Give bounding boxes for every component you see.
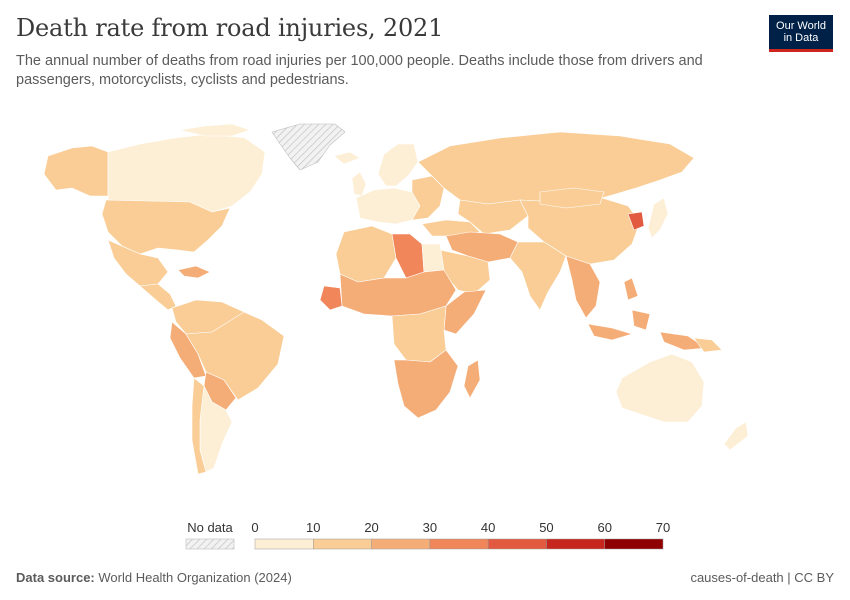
region-canada[interactable] xyxy=(107,133,266,213)
region-central-asia[interactable] xyxy=(457,199,529,235)
region-indonesia-east[interactable] xyxy=(631,309,707,351)
region-canada-islands[interactable] xyxy=(179,123,251,137)
region-west-africa[interactable] xyxy=(319,285,343,311)
legend-tick-label: 20 xyxy=(364,520,378,535)
region-greenland[interactable] xyxy=(271,123,346,171)
region-north-africa-west[interactable] xyxy=(335,225,397,283)
legend-no-data-swatch xyxy=(185,538,235,550)
region-caribbean[interactable] xyxy=(177,265,211,279)
region-new-zealand[interactable] xyxy=(723,421,749,451)
region-papua-new-guinea[interactable] xyxy=(693,337,723,353)
region-southeast-asia[interactable] xyxy=(565,255,601,319)
region-usa[interactable] xyxy=(101,199,231,255)
legend-bin[interactable] xyxy=(487,538,547,550)
legend-bin[interactable] xyxy=(313,538,372,550)
chart-title: Death rate from road injuries, 2021 xyxy=(16,14,444,42)
color-legend: No data 0 10 20 30 40 50 60 70 xyxy=(185,520,670,550)
region-philippines[interactable] xyxy=(623,277,639,301)
world-map[interactable] xyxy=(0,110,850,510)
region-western-europe[interactable] xyxy=(355,187,421,225)
legend-bin[interactable] xyxy=(254,538,314,550)
footer-license[interactable]: causes-of-death | CC BY xyxy=(690,570,834,585)
region-sahel[interactable] xyxy=(339,269,457,317)
legend-tick-label: 0 xyxy=(251,520,258,535)
region-libya[interactable] xyxy=(391,233,425,279)
region-russia[interactable] xyxy=(417,131,695,205)
legend-no-data-label: No data xyxy=(187,520,233,535)
logo-line-1: Our World xyxy=(776,20,826,32)
chart-subtitle: The annual number of deaths from road in… xyxy=(16,53,703,88)
region-iceland[interactable] xyxy=(333,151,361,165)
region-north-korea[interactable] xyxy=(627,211,645,231)
legend-tick-label: 70 xyxy=(656,520,670,535)
owid-logo[interactable]: Our World in Data xyxy=(769,15,833,52)
legend-bin[interactable] xyxy=(604,538,664,550)
region-japan[interactable] xyxy=(647,197,669,239)
region-southern-africa[interactable] xyxy=(393,349,459,419)
region-alaska[interactable] xyxy=(43,145,109,197)
data-source-value: World Health Organization (2024) xyxy=(98,570,292,585)
region-chile[interactable] xyxy=(191,377,207,475)
logo-line-2: in Data xyxy=(783,32,819,44)
legend-tick-label: 40 xyxy=(481,520,495,535)
data-source-label: Data source: xyxy=(16,570,95,585)
legend-bin[interactable] xyxy=(371,538,431,550)
legend-tick-label: 10 xyxy=(306,520,320,535)
legend-tick-label: 50 xyxy=(539,520,553,535)
region-mongolia[interactable] xyxy=(539,187,605,209)
region-uk[interactable] xyxy=(351,171,367,197)
region-turkey[interactable] xyxy=(421,219,481,237)
region-brazil[interactable] xyxy=(185,311,285,401)
data-source: Data source: World Health Organization (… xyxy=(16,570,292,585)
legend-bin[interactable] xyxy=(429,538,489,550)
legend-bin[interactable] xyxy=(546,538,605,550)
region-india[interactable] xyxy=(509,241,567,311)
region-central-america[interactable] xyxy=(139,283,177,311)
region-australia[interactable] xyxy=(615,353,705,423)
region-indonesia[interactable] xyxy=(587,323,633,341)
legend-tick-label: 60 xyxy=(597,520,611,535)
region-egypt[interactable] xyxy=(421,243,445,273)
region-madagascar[interactable] xyxy=(463,359,481,399)
legend-tick-label: 30 xyxy=(423,520,437,535)
